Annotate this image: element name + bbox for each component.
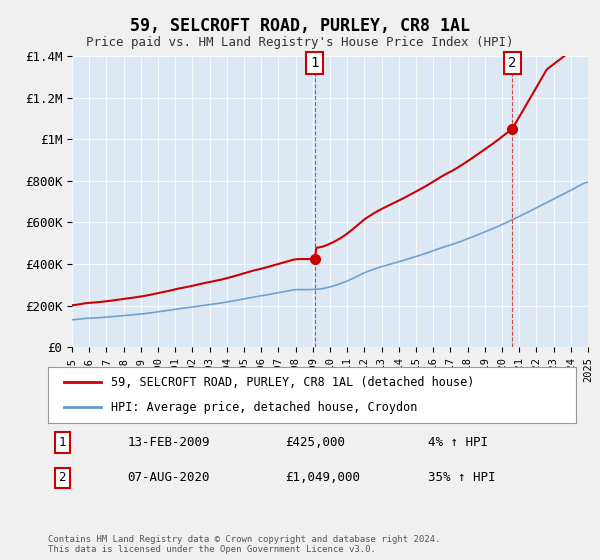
Text: 2: 2 [59, 472, 66, 484]
Text: 59, SELCROFT ROAD, PURLEY, CR8 1AL (detached house): 59, SELCROFT ROAD, PURLEY, CR8 1AL (deta… [112, 376, 475, 389]
Text: 59, SELCROFT ROAD, PURLEY, CR8 1AL: 59, SELCROFT ROAD, PURLEY, CR8 1AL [130, 17, 470, 35]
Text: 13-FEB-2009: 13-FEB-2009 [127, 436, 210, 449]
Text: 35% ↑ HPI: 35% ↑ HPI [428, 472, 496, 484]
Text: 2: 2 [508, 56, 517, 70]
Text: 07-AUG-2020: 07-AUG-2020 [127, 472, 210, 484]
Text: 1: 1 [311, 56, 319, 70]
Text: 1: 1 [59, 436, 66, 449]
Text: 4% ↑ HPI: 4% ↑ HPI [428, 436, 488, 449]
Text: £1,049,000: £1,049,000 [286, 472, 361, 484]
Text: Price paid vs. HM Land Registry's House Price Index (HPI): Price paid vs. HM Land Registry's House … [86, 36, 514, 49]
Text: £425,000: £425,000 [286, 436, 346, 449]
Text: HPI: Average price, detached house, Croydon: HPI: Average price, detached house, Croy… [112, 400, 418, 414]
Text: Contains HM Land Registry data © Crown copyright and database right 2024.
This d: Contains HM Land Registry data © Crown c… [48, 535, 440, 554]
